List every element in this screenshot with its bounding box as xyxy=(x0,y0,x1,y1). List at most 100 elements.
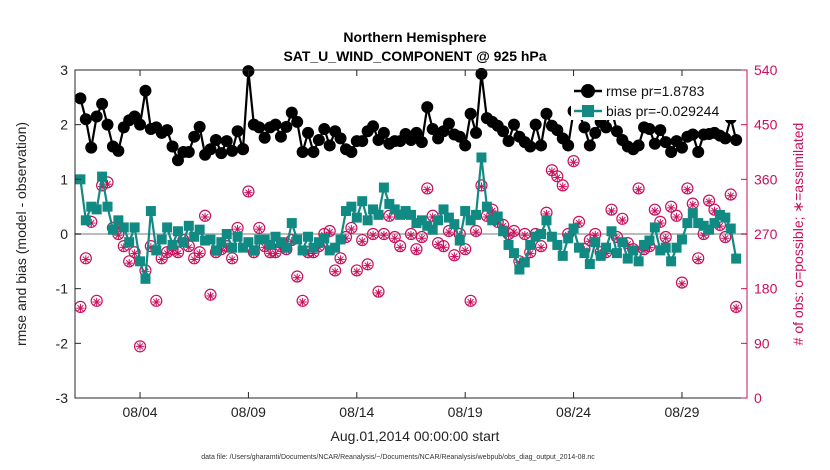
legend-bias-label: bias pr=-0.029244 xyxy=(606,103,719,119)
rmse-series xyxy=(74,65,743,167)
rmse-point xyxy=(356,135,369,148)
y-left-tick-label: 0 xyxy=(60,226,68,242)
bias-point xyxy=(606,226,617,237)
rmse-point xyxy=(442,117,455,130)
bias-point xyxy=(373,209,384,220)
bias-point xyxy=(118,222,129,233)
rmse-point xyxy=(74,92,87,105)
asterisk-stroke xyxy=(711,207,718,215)
rmse-point xyxy=(161,124,174,137)
rmse-point xyxy=(535,139,548,152)
asterisk-stroke xyxy=(82,256,90,263)
obs-possible-marker xyxy=(730,300,743,313)
bias-point xyxy=(80,215,91,226)
obs-assimilated-marker xyxy=(683,185,692,194)
obs-assimilated-marker xyxy=(292,273,302,282)
rmse-point xyxy=(610,125,623,138)
bias-point xyxy=(449,219,460,230)
rmse-point xyxy=(659,136,672,149)
asterisk-stroke xyxy=(678,280,686,288)
obs-possible-marker xyxy=(150,294,163,307)
rmse-point xyxy=(215,147,228,160)
bias-point xyxy=(720,212,731,223)
bias-point xyxy=(162,222,173,233)
x-tick-label: 08/09 xyxy=(231,404,266,420)
obs-assimilated-marker xyxy=(157,255,166,264)
asterisk-stroke xyxy=(255,225,263,233)
y-left-tick-label: -1 xyxy=(56,281,69,297)
x-tick-label: 08/19 xyxy=(448,404,483,420)
asterisk-stroke xyxy=(158,256,166,263)
bias-point xyxy=(189,231,200,242)
rmse-point xyxy=(307,146,320,158)
rmse-point xyxy=(182,146,195,158)
asterisk-stroke xyxy=(104,180,111,188)
asterisk-stroke xyxy=(705,198,713,206)
bias-point xyxy=(633,256,644,267)
asterisk-stroke xyxy=(152,298,160,306)
obs-assimilated-marker xyxy=(81,255,91,264)
rmse-point xyxy=(654,124,667,137)
obs-possible-marker xyxy=(198,209,212,222)
rmse-point xyxy=(632,139,645,152)
bias-point xyxy=(416,215,427,226)
bias-point xyxy=(557,250,568,261)
bias-point xyxy=(492,211,503,222)
obs-assimilated-marker xyxy=(358,237,367,246)
obs-possible-marker xyxy=(345,221,358,235)
x-axis: 08/04 08/09 08/14 08/19 08/24 08/29 xyxy=(123,70,700,420)
bias-point xyxy=(178,237,189,248)
obs-assimilated-marker xyxy=(92,297,101,307)
bias-point xyxy=(481,201,492,212)
bias-point xyxy=(167,239,178,250)
obs-assimilated-marker xyxy=(385,212,394,222)
bias-point xyxy=(617,237,628,248)
obs-possible-marker xyxy=(459,243,472,256)
obs-assimilated-marker xyxy=(672,212,681,222)
obs-assimilated-marker xyxy=(536,243,546,252)
obs-possible-marker xyxy=(616,212,629,225)
y-right-tick-label: 270 xyxy=(754,226,778,242)
bias-point xyxy=(151,245,162,256)
bias-point xyxy=(210,245,221,256)
rmse-point xyxy=(675,141,688,154)
obs-possible-marker xyxy=(464,294,477,307)
obs-possible-marker xyxy=(421,182,434,195)
bias-point xyxy=(476,152,487,163)
asterisk-stroke xyxy=(423,186,431,193)
obs-possible-marker xyxy=(708,203,721,216)
rmse-point xyxy=(139,84,152,97)
bias-point xyxy=(140,273,151,284)
legend-rmse-marker xyxy=(581,84,595,98)
asterisk-stroke xyxy=(689,201,697,209)
rmse-point xyxy=(643,123,656,136)
obs-assimilated-marker xyxy=(298,297,307,307)
bias-point xyxy=(568,223,579,234)
obs-assimilated-marker xyxy=(173,249,183,258)
asterisk-stroke xyxy=(526,250,534,257)
obs-possible-marker xyxy=(632,182,645,195)
obs-assimilated-marker xyxy=(390,234,399,243)
asterisk-stroke xyxy=(619,216,626,224)
bias-point xyxy=(671,242,682,253)
obs-possible-marker xyxy=(329,264,342,277)
obs-possible-marker xyxy=(534,240,548,253)
asterisk-stroke xyxy=(570,159,577,166)
asterisk-stroke xyxy=(163,250,171,257)
chart-title-line2: SAT_U_WIND_COMPONENT @ 925 hPa xyxy=(283,48,546,64)
obs-possible-marker xyxy=(507,224,521,238)
obs-possible-marker xyxy=(377,227,391,241)
asterisk-stroke xyxy=(380,231,388,239)
bias-point xyxy=(384,198,395,209)
obs-possible-marker xyxy=(610,230,624,244)
obs-possible-marker xyxy=(724,188,737,201)
asterisk-stroke xyxy=(429,213,436,221)
rmse-point xyxy=(253,121,266,134)
bias-point xyxy=(346,201,357,212)
obs-possible-marker xyxy=(572,215,586,228)
bias-point xyxy=(687,208,698,219)
obs-assimilated-marker xyxy=(520,231,530,240)
y-right-tick-label: 180 xyxy=(754,281,778,297)
